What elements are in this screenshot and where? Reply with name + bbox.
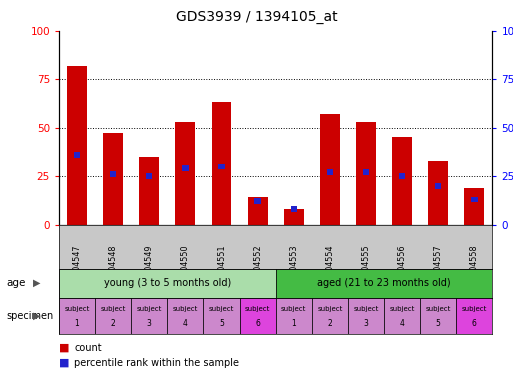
Bar (457, 298, 492, 334)
Text: GSM604548: GSM604548 (109, 245, 117, 293)
Bar (327, 169, 333, 175)
Bar (59, 269, 275, 298)
Text: subject: subject (245, 306, 270, 312)
Bar (312, 298, 348, 334)
Text: specimen: specimen (6, 311, 53, 321)
Text: GSM604552: GSM604552 (253, 245, 262, 293)
Text: subject: subject (136, 306, 162, 312)
Bar (284, 209, 304, 225)
Bar (103, 134, 123, 225)
Text: subject: subject (209, 306, 234, 312)
Bar (110, 171, 116, 177)
Bar (291, 206, 297, 212)
Text: GSM604556: GSM604556 (398, 245, 407, 293)
Bar (384, 298, 420, 334)
Text: GDS3939 / 1394105_at: GDS3939 / 1394105_at (175, 10, 338, 23)
Text: GSM604549: GSM604549 (145, 245, 154, 293)
Bar (275, 269, 492, 298)
Bar (248, 197, 268, 225)
Bar (67, 66, 87, 225)
Text: subject: subject (389, 306, 415, 312)
Text: subject: subject (426, 306, 451, 312)
Text: 1: 1 (75, 319, 80, 328)
Text: 4: 4 (400, 319, 405, 328)
Bar (392, 137, 412, 225)
Bar (212, 103, 231, 225)
Bar (428, 161, 448, 225)
Bar (182, 166, 189, 171)
Bar (348, 298, 384, 334)
Text: age: age (6, 278, 26, 288)
Text: 3: 3 (147, 319, 152, 328)
Text: GSM604557: GSM604557 (434, 245, 443, 293)
Bar (399, 173, 405, 179)
Bar (320, 114, 340, 225)
Bar (175, 122, 195, 225)
Bar (420, 298, 457, 334)
Text: ■: ■ (59, 343, 69, 353)
Text: 3: 3 (364, 319, 368, 328)
Text: 5: 5 (436, 319, 441, 328)
Text: subject: subject (281, 306, 306, 312)
Bar (435, 183, 442, 189)
Bar (167, 298, 204, 334)
Text: aged (21 to 23 months old): aged (21 to 23 months old) (318, 278, 451, 288)
Bar (356, 122, 376, 225)
Bar (140, 157, 159, 225)
Text: percentile rank within the sample: percentile rank within the sample (74, 358, 240, 368)
Text: 2: 2 (327, 319, 332, 328)
Bar (219, 164, 225, 169)
Text: subject: subject (317, 306, 343, 312)
Bar (464, 188, 484, 225)
Bar (254, 199, 261, 204)
Text: subject: subject (462, 306, 487, 312)
Text: GSM604551: GSM604551 (217, 245, 226, 293)
Text: GSM604547: GSM604547 (72, 245, 82, 293)
Text: GSM604550: GSM604550 (181, 245, 190, 293)
Text: young (3 to 5 months old): young (3 to 5 months old) (104, 278, 231, 288)
Bar (59, 298, 95, 334)
Text: GSM604553: GSM604553 (289, 245, 298, 293)
Text: subject: subject (173, 306, 198, 312)
Text: 6: 6 (472, 319, 477, 328)
Bar (363, 169, 369, 175)
Text: subject: subject (101, 306, 126, 312)
Text: GSM604555: GSM604555 (362, 245, 370, 293)
Text: GSM604558: GSM604558 (470, 245, 479, 293)
Text: 5: 5 (219, 319, 224, 328)
Bar (131, 298, 167, 334)
Bar (95, 298, 131, 334)
Text: ▶: ▶ (33, 278, 41, 288)
Text: subject: subject (353, 306, 379, 312)
Text: 2: 2 (111, 319, 115, 328)
Bar (74, 152, 80, 158)
Bar (471, 197, 478, 202)
Text: ■: ■ (59, 358, 69, 368)
Text: ▶: ▶ (33, 311, 41, 321)
Bar (146, 173, 152, 179)
Text: 4: 4 (183, 319, 188, 328)
Bar (204, 298, 240, 334)
Text: 1: 1 (291, 319, 296, 328)
Text: subject: subject (64, 306, 90, 312)
Text: 6: 6 (255, 319, 260, 328)
Bar (275, 298, 312, 334)
Text: GSM604554: GSM604554 (325, 245, 334, 293)
Text: count: count (74, 343, 102, 353)
Bar (240, 298, 275, 334)
